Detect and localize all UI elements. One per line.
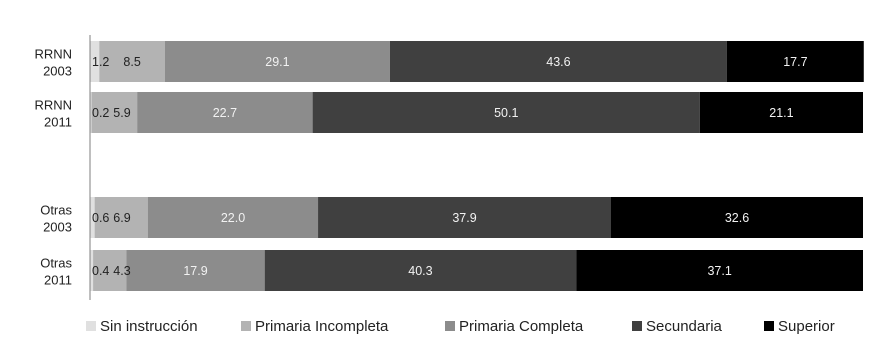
bar-segment	[94, 197, 148, 238]
bar-segment	[389, 41, 727, 82]
category-label: RRNN 2003	[34, 47, 72, 79]
bar-segment	[147, 197, 319, 238]
category-label-line: Otras	[40, 256, 72, 271]
legend-swatch	[764, 321, 774, 331]
data-label: 50.1	[494, 106, 518, 120]
category-label: RRNN 2011	[34, 98, 72, 130]
category-label-line: 2003	[43, 220, 72, 235]
data-label: 8.5	[123, 55, 140, 69]
legend-swatch	[445, 321, 455, 331]
bar-segment	[91, 92, 138, 133]
category-label-line: Otras	[40, 203, 72, 218]
bar-segment	[164, 41, 390, 82]
data-label: 29.1	[265, 55, 289, 69]
legend-label: Superior	[778, 318, 835, 335]
bar-segment	[126, 250, 265, 291]
bar-segment	[318, 197, 612, 238]
legend-swatch	[632, 321, 642, 331]
data-label: 22.7	[213, 106, 237, 120]
legend-label: Sin instrucción	[100, 318, 198, 335]
bar-segment	[699, 92, 863, 133]
category-label-line: RRNN	[34, 98, 72, 113]
category-label-line: 2003	[43, 64, 72, 79]
bar-segment	[90, 250, 94, 291]
bar-segment	[99, 41, 165, 82]
data-label: 1.2	[92, 55, 109, 69]
data-label: 0.4	[92, 264, 109, 278]
bar-segment	[264, 250, 577, 291]
category-label-line: 2011	[44, 273, 72, 288]
data-label: 21.1	[769, 106, 793, 120]
data-label: 17.7	[783, 55, 807, 69]
data-label: 37.1	[707, 264, 731, 278]
data-label: 5.9	[113, 106, 130, 120]
bar-segment	[726, 41, 864, 82]
data-label: 0.2	[92, 106, 109, 120]
data-label: 32.6	[725, 211, 749, 225]
bars-group: 1.2 8.5 29.1 43.6 17.7 0.2 5.9 22.7 50.1 21.1 0.6 6…	[90, 41, 864, 291]
bar-segment	[90, 41, 100, 82]
bar-segment	[611, 197, 863, 238]
data-label: 43.6	[546, 55, 570, 69]
bar-segment	[576, 250, 863, 291]
bar-segment	[312, 92, 700, 133]
category-label: Otras 2011	[40, 256, 72, 288]
bar-segment	[90, 92, 92, 133]
category-label: Otras 2003	[40, 203, 72, 235]
legend-swatch	[86, 321, 96, 331]
bar-segment	[90, 197, 95, 238]
legend: Sin instrucción Primaria Incompleta Primar…	[86, 318, 835, 335]
data-label: 6.9	[113, 211, 130, 225]
legend-label: Primaria Incompleta	[255, 318, 389, 335]
legend-label: Secundaria	[646, 318, 723, 335]
bar-segment	[93, 250, 127, 291]
data-label: 0.6	[92, 211, 109, 225]
legend-swatch	[241, 321, 251, 331]
data-label: 37.9	[452, 211, 476, 225]
data-label: 40.3	[408, 264, 432, 278]
legend-label: Primaria Completa	[459, 318, 584, 335]
category-label-line: 2011	[44, 115, 72, 130]
category-labels: RRNN 2003 RRNN 2011 Otras 2003 Otras 2011	[34, 47, 72, 288]
bar-segment	[137, 92, 313, 133]
data-label: 4.3	[113, 264, 130, 278]
data-label: 17.9	[183, 264, 207, 278]
category-label-line: RRNN	[34, 47, 72, 62]
data-label: 22.0	[221, 211, 245, 225]
